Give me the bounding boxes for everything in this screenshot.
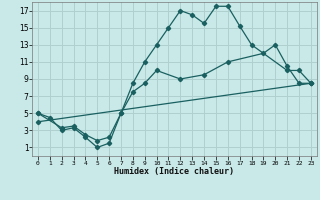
X-axis label: Humidex (Indice chaleur): Humidex (Indice chaleur) (115, 167, 234, 176)
